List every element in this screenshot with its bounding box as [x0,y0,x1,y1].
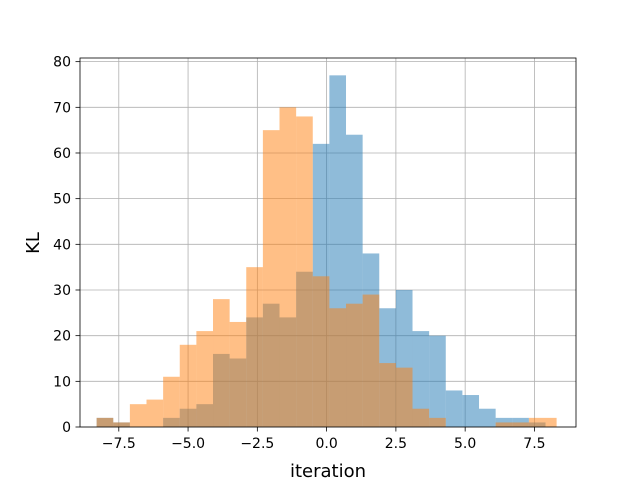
x-tick-label: −7.5 [102,436,136,452]
histogram-bar [479,408,496,427]
histogram-bar [395,367,413,427]
histogram-bar [429,335,446,427]
histogram-bar [379,363,396,427]
x-tick-label: −2.5 [240,436,274,452]
y-tick-label: 10 [53,374,71,390]
y-tick-label: 0 [62,420,71,436]
histogram-bar [296,116,313,427]
histogram-bar [262,130,280,427]
histogram-bar [429,417,446,427]
histogram-bar [129,404,147,427]
histogram-bar [246,267,263,427]
histogram-bar [329,308,347,427]
x-tick-label: −5.0 [171,436,205,452]
y-tick-label: 20 [53,329,71,345]
histogram-bar [462,395,480,427]
histogram-bar [346,303,363,427]
x-axis-label: iteration [290,461,366,480]
histogram-bar [229,321,247,427]
y-tick-label: 40 [53,237,71,253]
histogram-bar [528,417,546,427]
histogram-bar [146,399,164,427]
y-tick-label: 70 [53,100,71,116]
histogram-bar [163,376,180,427]
x-axis-ticks: −7.5 −5.0 −2.5 0.0 2.5 5.0 7.5 [102,427,546,452]
histogram-bar [312,276,330,427]
histogram-bars [96,75,557,428]
histogram-bar [362,294,380,427]
x-tick-label: 2.5 [385,436,407,452]
y-tick-label: 30 [53,283,71,299]
histogram-bar [412,408,430,427]
histogram-bar [512,422,529,427]
histogram-bar [196,331,214,427]
histogram-bar [445,390,463,427]
series-2 [96,107,557,428]
y-tick-label: 80 [53,55,71,71]
y-axis-label: KL [23,232,44,254]
y-tick-label: 60 [53,146,71,162]
histogram-bar [113,422,130,427]
plot-frame [79,57,577,428]
histogram-bar [213,299,230,427]
y-axis-ticks: 0 10 20 30 40 50 60 70 80 [53,55,80,436]
histogram-bar [495,422,513,427]
histogram-bar [412,331,430,427]
x-tick-label: 7.5 [523,436,545,452]
x-tick-label: 0.0 [315,436,337,452]
x-tick-label: 5.0 [454,436,476,452]
histogram-bar [179,344,197,427]
y-tick-label: 50 [53,192,71,208]
histogram-bar [279,107,297,428]
histogram-bar [96,417,114,427]
histogram-bar [545,417,557,427]
